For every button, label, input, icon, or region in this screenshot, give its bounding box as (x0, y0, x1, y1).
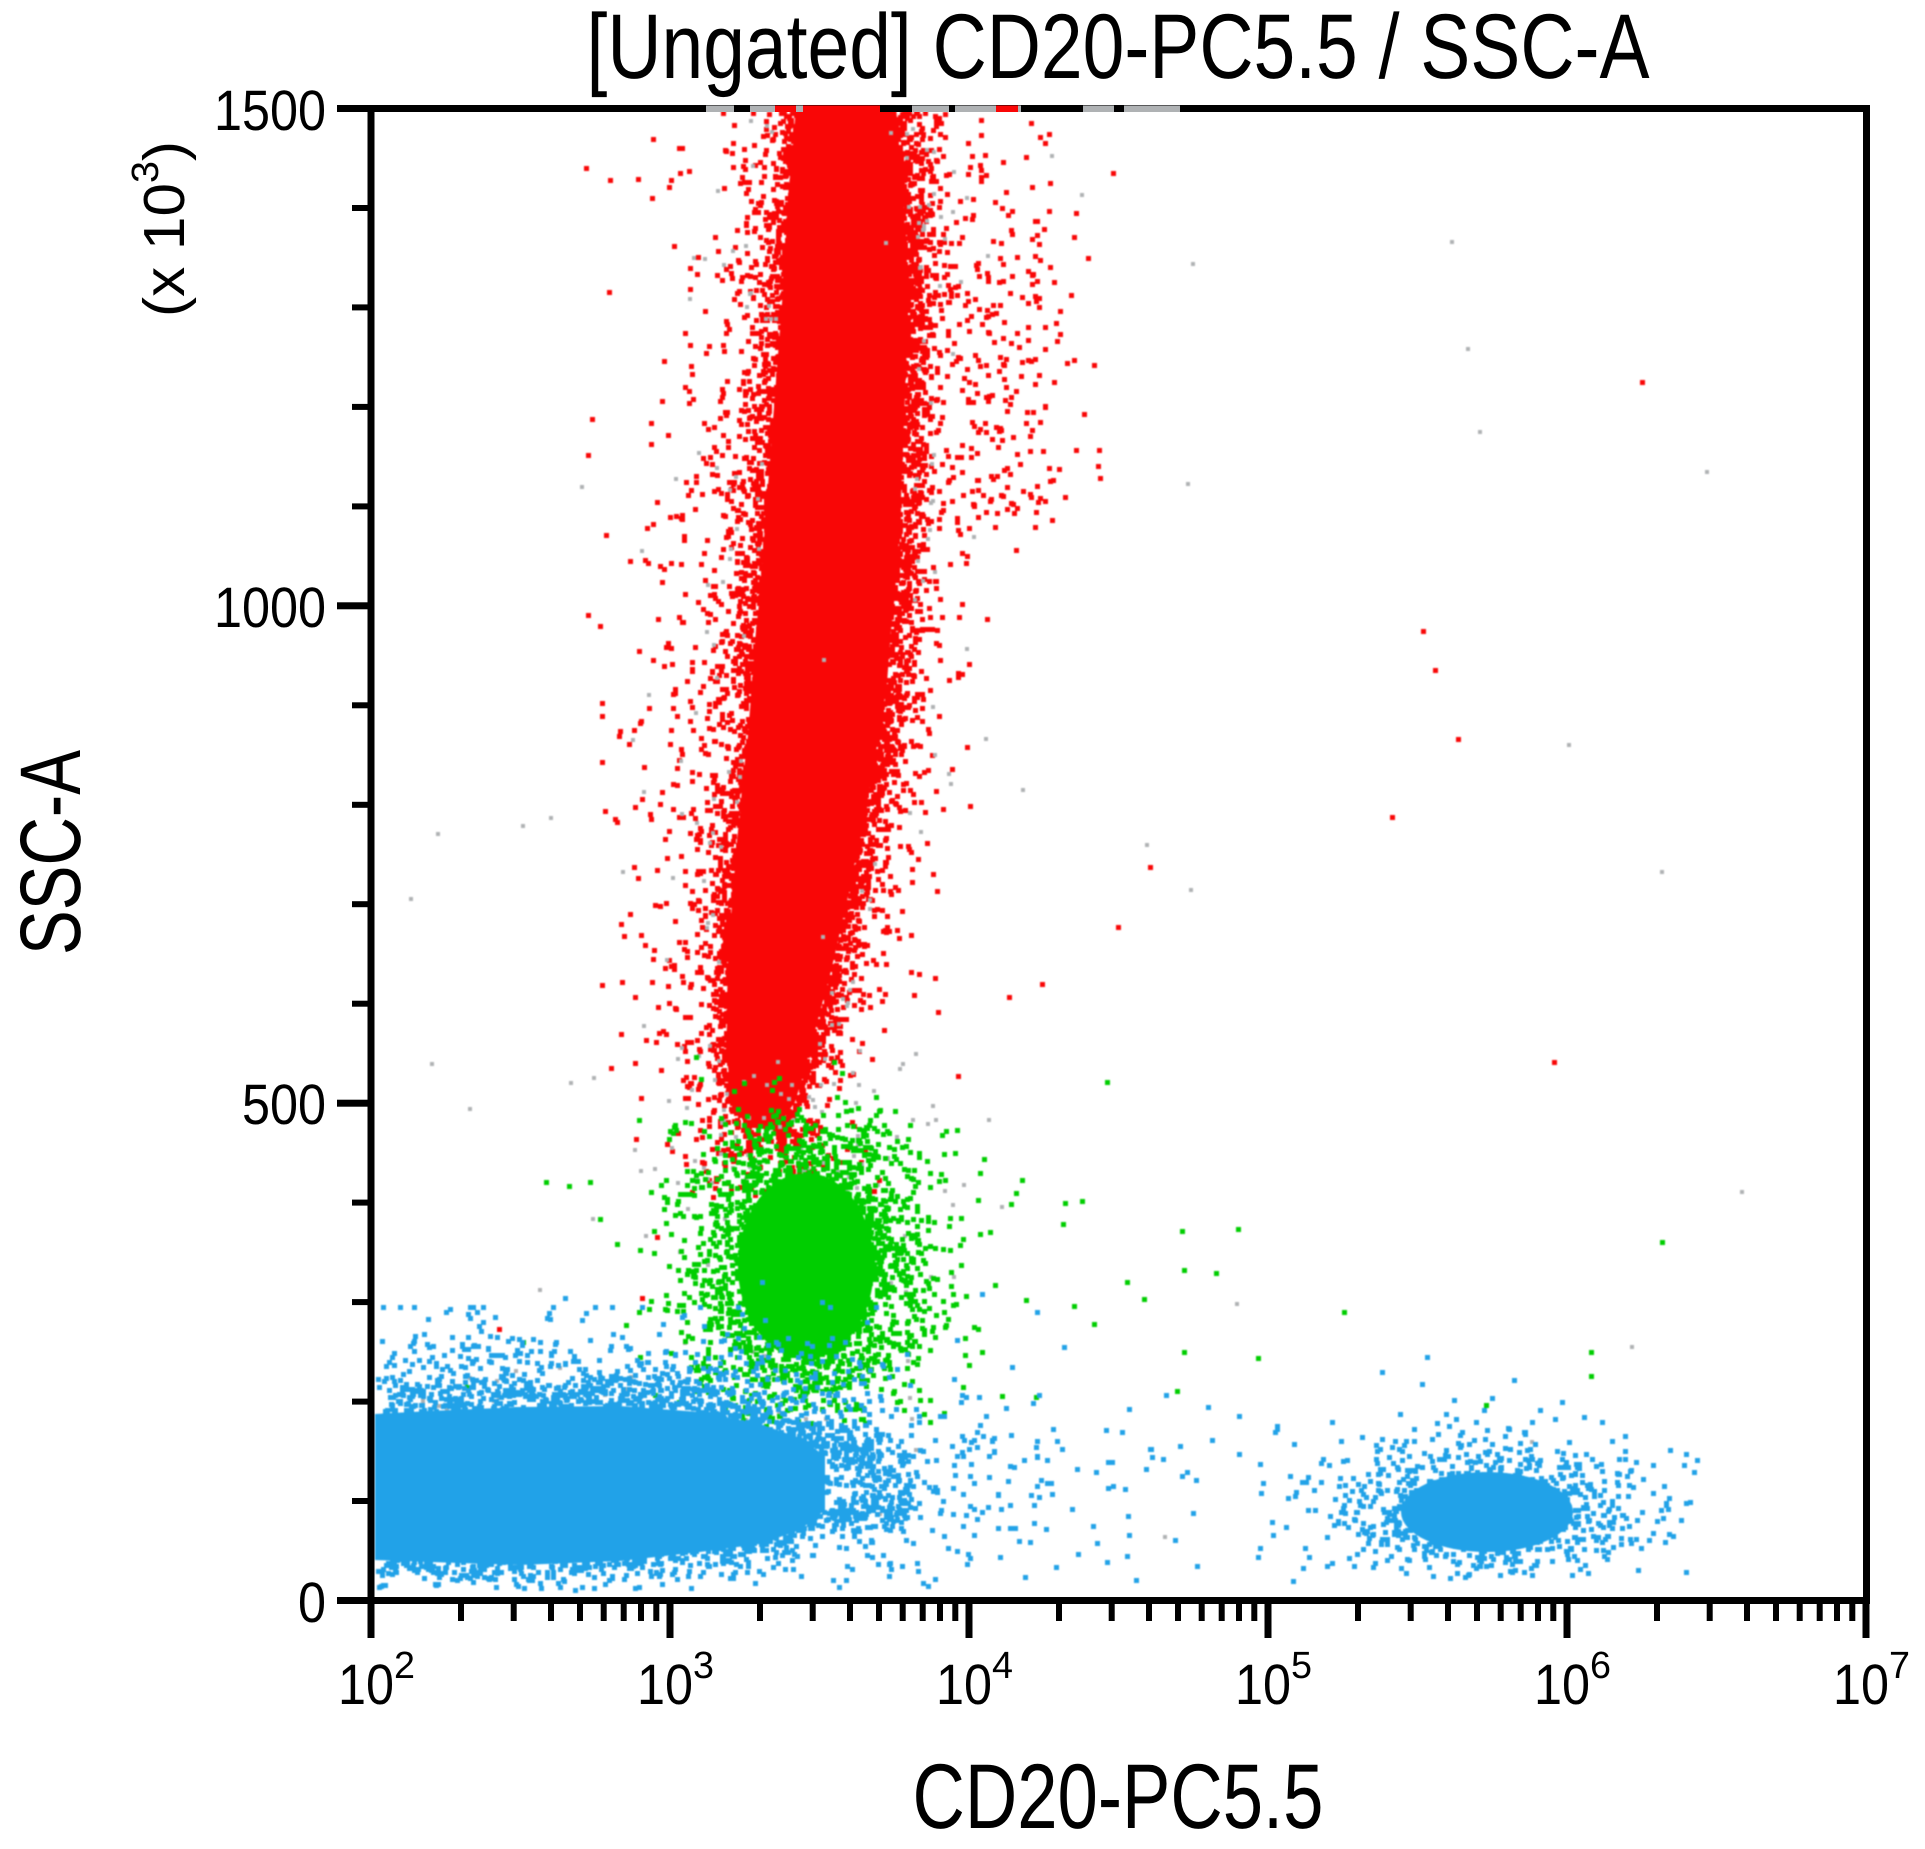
svg-text:3: 3 (693, 1645, 714, 1687)
svg-text:5: 5 (1291, 1645, 1312, 1687)
svg-text:7: 7 (1889, 1645, 1910, 1687)
svg-text:500: 500 (242, 1073, 326, 1137)
svg-text:10: 10 (1833, 1653, 1889, 1717)
svg-text:10: 10 (637, 1653, 693, 1717)
svg-text:CD20-PC5.5: CD20-PC5.5 (913, 1746, 1324, 1844)
svg-text:2: 2 (394, 1645, 415, 1687)
svg-text:6: 6 (1590, 1645, 1611, 1687)
svg-text:0: 0 (298, 1571, 326, 1635)
svg-text:SSC-A: SSC-A (3, 750, 99, 955)
svg-text:1500: 1500 (214, 79, 326, 143)
svg-text:1000: 1000 (214, 576, 326, 640)
svg-text:10: 10 (338, 1653, 394, 1717)
svg-text:[Ungated] CD20-PC5.5 / SSC-A: [Ungated] CD20-PC5.5 / SSC-A (587, 0, 1651, 98)
svg-text:10: 10 (1235, 1653, 1291, 1717)
svg-text:10: 10 (1534, 1653, 1590, 1717)
svg-text:10: 10 (936, 1653, 992, 1717)
svg-text:4: 4 (992, 1645, 1013, 1687)
